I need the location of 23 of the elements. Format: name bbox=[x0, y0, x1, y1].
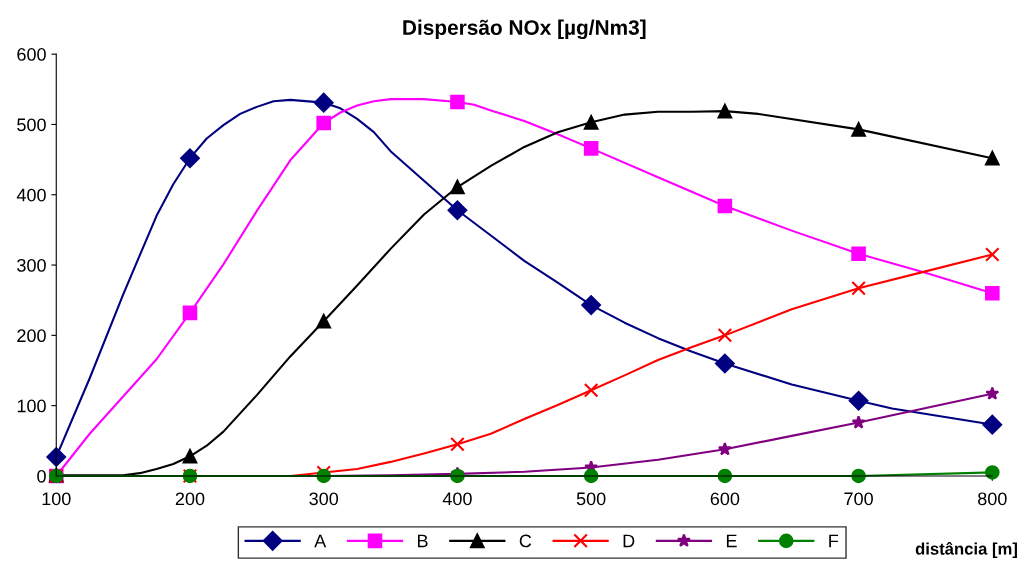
y-tick-label: 600 bbox=[17, 48, 46, 61]
x-tick-label: 300 bbox=[309, 492, 339, 506]
y-tick-label: 0 bbox=[37, 469, 46, 483]
y-tick-label: 500 bbox=[17, 118, 46, 132]
x-tick-label: 200 bbox=[175, 492, 205, 506]
legend-label: D bbox=[623, 534, 635, 548]
y-tick-label: 400 bbox=[16, 188, 46, 202]
x-tick-label: 800 bbox=[978, 492, 1007, 506]
legend-label: C bbox=[519, 534, 532, 548]
legend-label: F bbox=[829, 534, 839, 548]
legend-label: A bbox=[314, 534, 327, 548]
x-axis-title: distância [m] bbox=[915, 542, 1017, 558]
x-tick-label: 500 bbox=[576, 492, 606, 506]
y-tick-label: 200 bbox=[17, 329, 46, 343]
legend-label: B bbox=[417, 534, 428, 548]
y-tick-label: 300 bbox=[17, 258, 46, 272]
x-tick-label: 400 bbox=[442, 492, 472, 506]
x-tick-label: 700 bbox=[844, 492, 873, 506]
x-tick-label: 600 bbox=[710, 492, 740, 506]
legend-label: E bbox=[726, 534, 737, 548]
chart-title: Dispersão NOx [µg/Nm3] bbox=[403, 19, 646, 40]
y-tick-label: 100 bbox=[17, 399, 46, 413]
x-tick-label: 100 bbox=[42, 492, 71, 506]
